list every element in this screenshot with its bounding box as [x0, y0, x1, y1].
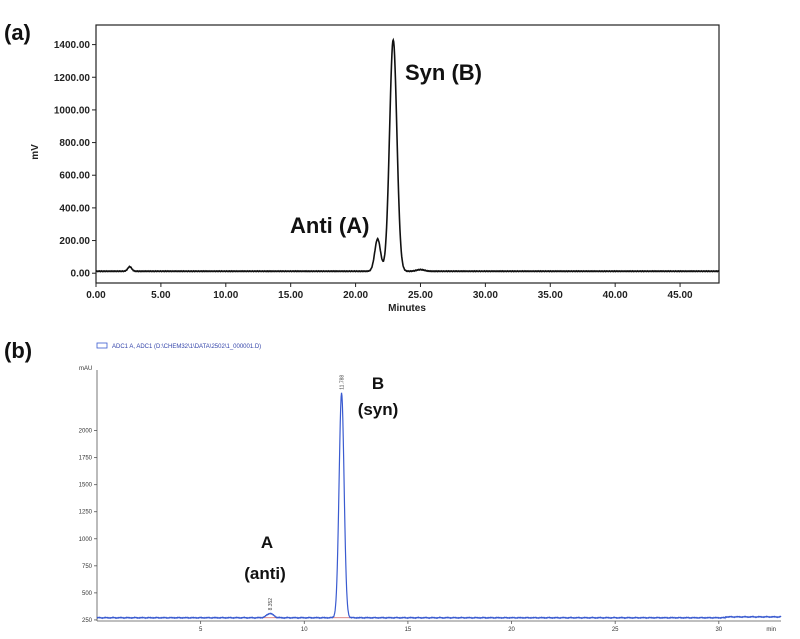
chart-a: 0.00 200.00 400.00 600.00 800.00 1000.00 1200.…: [30, 24, 720, 314]
chart-b-x-tick-label: 5: [199, 627, 203, 633]
chart-a-y-tick-label: 0.00: [71, 269, 91, 280]
chart-b-y-tick-label: 1000: [79, 537, 93, 543]
chart-b-x-tick-label: 30: [715, 627, 722, 633]
chart-a-plot-area: [95, 24, 720, 284]
chart-a-x-tick-label: 30.00: [473, 290, 498, 301]
chart-a-x-tick-label: 0.00: [86, 290, 106, 301]
chart-b-y-tick-label: 1250: [79, 510, 93, 516]
chart-a-peak-label-anti: Anti (A): [290, 213, 369, 238]
chart-b-x-axis-unit: min: [766, 627, 776, 633]
chart-a-y-tick-label: 200.00: [59, 236, 90, 247]
chart-b-rt-labels: 8.352 11.788: [268, 375, 346, 611]
chart-a-y-tick-label: 600.00: [59, 171, 90, 182]
chart-a-x-tick-label: 35.00: [538, 290, 563, 301]
chart-a-x-axis-label: Minutes: [388, 303, 426, 314]
chart-b-x-tick-label: 25: [612, 627, 619, 633]
chart-a-x-tick-label: 10.00: [213, 290, 238, 301]
chart-a-y-tick-label: 1000.00: [54, 105, 91, 116]
chart-b-y-tick-label: 1750: [79, 456, 93, 462]
chart-b-legend-swatch: [96, 342, 108, 349]
chart-a-x-tick-label: 20.00: [343, 290, 368, 301]
chart-b-retention-time-label: 11.788: [340, 375, 346, 390]
chart-a-y-tick-label: 400.00: [59, 203, 90, 214]
chart-b-y-tick-label: 500: [82, 591, 93, 597]
chart-a-y-tick-label: 1200.00: [54, 73, 91, 84]
chart-a-x-ticks: 0.00 5.00 10.00 15.00 20.00 25.00 30.00 35.00 40…: [86, 283, 693, 301]
panel-label-a: (a): [4, 20, 31, 45]
chart-a-trace: [95, 37, 720, 273]
chart-a-y-axis-label: mV: [30, 144, 41, 160]
chart-b-y-axis-unit: mAU: [79, 366, 92, 372]
chart-b-legend-entry: ADC1 A, ADC1 (D:\CHEM32\1\DATA\2502\1_00…: [112, 344, 261, 350]
chart-b-peak-label-a-sub: (anti): [244, 564, 286, 583]
chart-a-x-tick-label: 45.00: [668, 290, 693, 301]
chart-b: 250 500 750 1000 1250 1500 1750 2000 5 10 15 20 25 3…: [79, 342, 782, 633]
chart-b-x-tick-label: 10: [301, 627, 308, 633]
chart-b-peak-label-b-sub: (syn): [358, 400, 399, 419]
chart-b-x-ticks: 5 10 15 20 25 30: [199, 621, 723, 633]
chart-b-x-tick-label: 20: [508, 627, 515, 633]
chart-a-x-tick-label: 5.00: [151, 290, 171, 301]
panel-label-b: (b): [4, 338, 32, 363]
chart-a-y-ticks: 0.00 200.00 400.00 600.00 800.00 1000.00 1200.…: [54, 40, 96, 280]
chart-b-y-ticks: 250 500 750 1000 1250 1500 1750 2000: [79, 429, 97, 624]
chart-b-y-tick-label: 1500: [79, 483, 93, 489]
chart-b-peak-label-b: B: [372, 374, 384, 393]
chart-b-trace: [96, 392, 782, 620]
chart-b-y-tick-label: 250: [82, 618, 93, 624]
chart-a-y-tick-label: 800.00: [59, 138, 90, 149]
chart-b-x-tick-label: 15: [405, 627, 412, 633]
chart-a-peak-label-syn: Syn (B): [405, 60, 482, 85]
chart-a-x-tick-label: 25.00: [408, 290, 433, 301]
chart-a-x-tick-label: 40.00: [603, 290, 628, 301]
chart-b-y-tick-label: 750: [82, 564, 93, 570]
chart-b-peak-label-a: A: [261, 533, 273, 552]
chart-b-retention-time-label: 8.352: [268, 598, 274, 611]
chart-b-y-tick-label: 2000: [79, 429, 93, 435]
chart-a-y-tick-label: 1400.00: [54, 40, 91, 51]
chart-a-x-tick-label: 15.00: [278, 290, 303, 301]
